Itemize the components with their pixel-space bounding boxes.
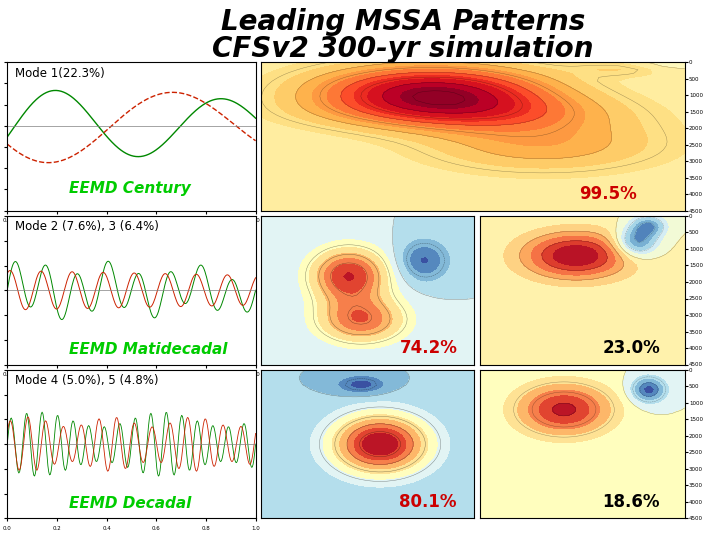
Text: 23.0%: 23.0% [603, 339, 660, 357]
Text: EEMD Decadal: EEMD Decadal [69, 496, 192, 511]
Text: EEMD Matidecadal: EEMD Matidecadal [69, 342, 228, 357]
Text: Leading MSSA Patterns: Leading MSSA Patterns [221, 8, 585, 36]
Text: Mode 4 (5.0%), 5 (4.8%): Mode 4 (5.0%), 5 (4.8%) [14, 374, 158, 387]
Text: 80.1%: 80.1% [400, 493, 457, 511]
Text: EEMD Century: EEMD Century [69, 181, 192, 195]
Text: CFSv2 300-yr simulation: CFSv2 300-yr simulation [212, 35, 594, 63]
Text: Mode 1(22.3%): Mode 1(22.3%) [14, 66, 104, 79]
Text: Mode 2 (7.6%), 3 (6.4%): Mode 2 (7.6%), 3 (6.4%) [14, 220, 158, 233]
Text: 74.2%: 74.2% [400, 339, 457, 357]
Text: 99.5%: 99.5% [579, 185, 636, 203]
Text: 18.6%: 18.6% [603, 493, 660, 511]
